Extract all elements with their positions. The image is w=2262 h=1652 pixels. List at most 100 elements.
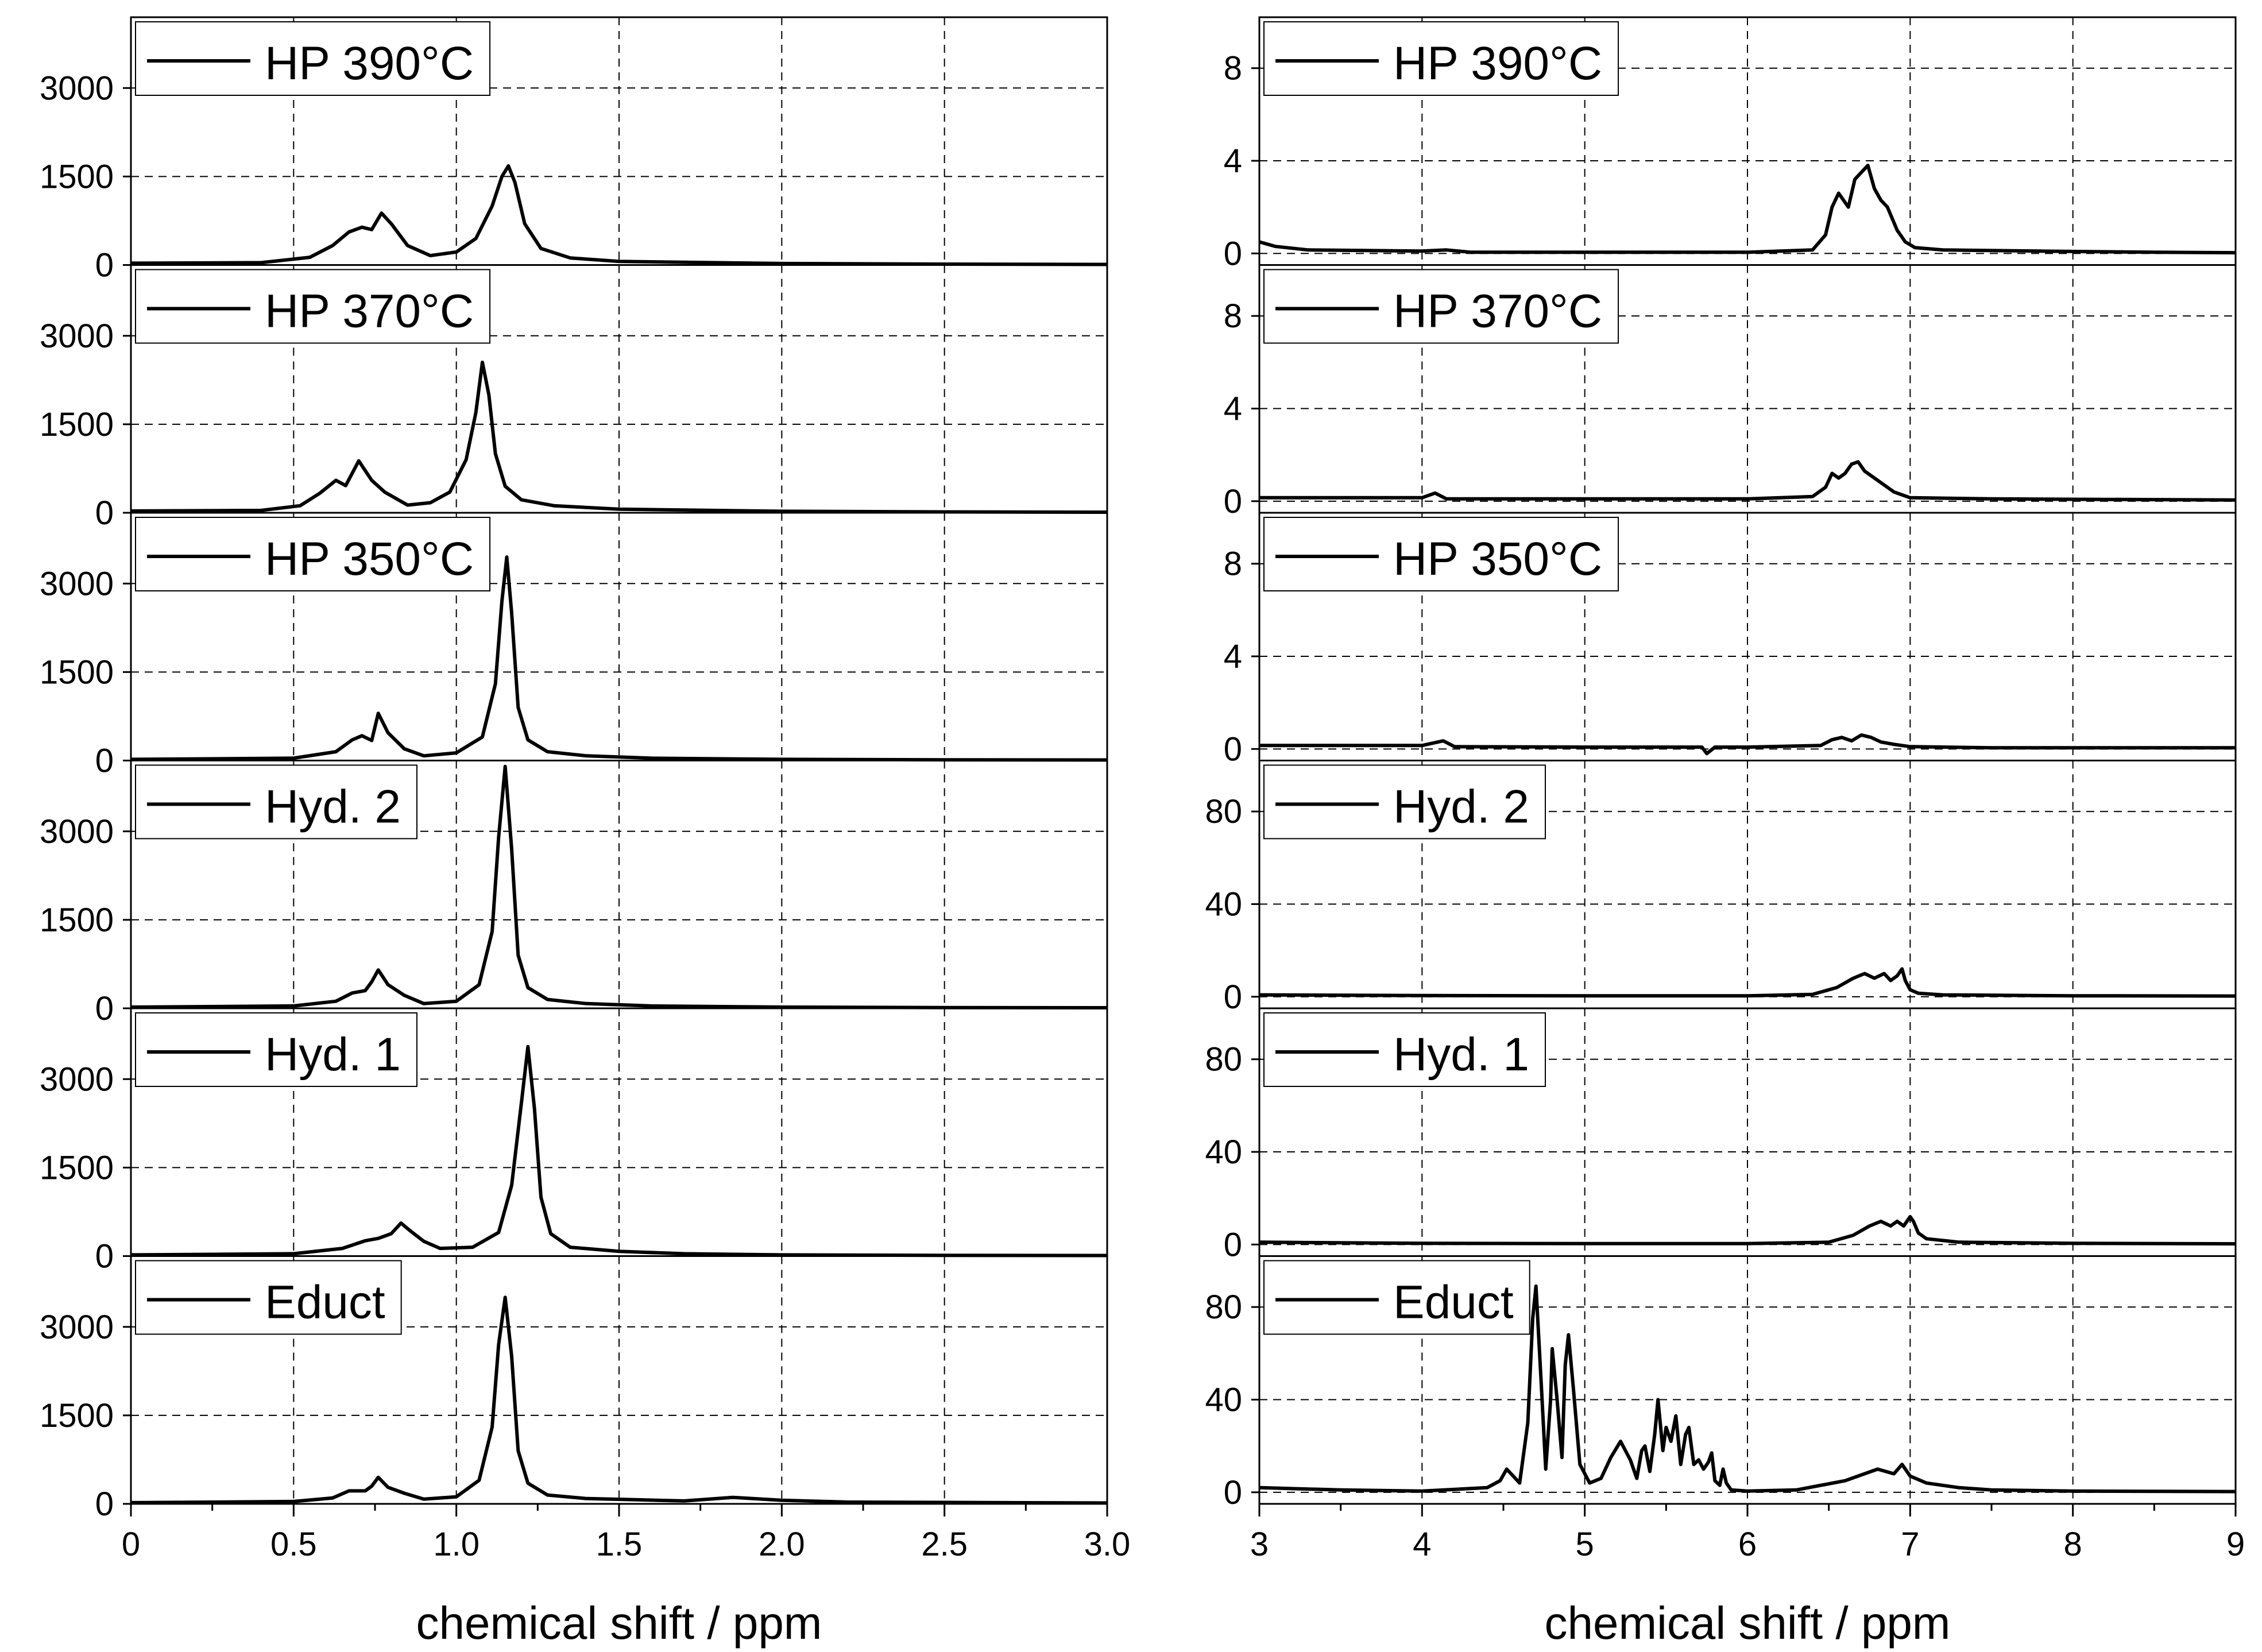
series-line — [1259, 733, 2236, 756]
panel-left-2: 0 1500 3000 HP 370°C — [40, 264, 1108, 532]
panel-left-4: 0 1500 3000 Hyd. 2 — [40, 760, 1108, 1027]
panel-right-1: 0 4 8 HP 390°C — [1224, 16, 2237, 272]
legend-label: Hyd. 1 — [265, 1028, 401, 1081]
y-tick-label: 0 — [95, 494, 114, 532]
x-tick-label: 1.5 — [596, 1526, 643, 1563]
y-tick-label: 1500 — [40, 406, 114, 443]
y-tick-label: 3000 — [40, 318, 114, 355]
panel-right-5: 0 40 80 Hyd. 1 — [1205, 1007, 2237, 1263]
chart-column-left: 0 1500 3000 HP 390°C 0 1500 3000 HP 370°C 0 1500 3… — [40, 16, 1131, 1649]
x-axis-title: chemical shift / ppm — [1545, 1597, 1951, 1649]
y-tick-label: 0 — [95, 1485, 114, 1523]
y-tick-label: 80 — [1205, 1289, 1242, 1326]
x-tick-label: 4 — [1413, 1526, 1431, 1563]
x-tick-label: 7 — [1901, 1526, 1919, 1563]
legend-box — [1263, 764, 1546, 839]
y-tick-label: 4 — [1224, 638, 1242, 675]
x-tick-label: 0 — [122, 1526, 140, 1563]
y-tick-label: 0 — [1224, 1226, 1242, 1263]
y-tick-label: 4 — [1224, 390, 1242, 428]
x-tick-label: 3.0 — [1084, 1526, 1131, 1563]
y-tick-label: 3000 — [40, 813, 114, 850]
legend-label: HP 370°C — [265, 285, 474, 338]
y-tick-label: 40 — [1205, 1133, 1242, 1171]
series-line — [1259, 164, 2236, 255]
legend-box — [135, 1012, 417, 1087]
legend-label: Hyd. 1 — [1393, 1028, 1529, 1081]
legend-label: HP 390°C — [1393, 37, 1602, 90]
series-line — [130, 164, 1108, 266]
x-tick-label: 0.5 — [270, 1526, 317, 1563]
y-tick-label: 80 — [1205, 1041, 1242, 1078]
x-tick-label: 2.0 — [759, 1526, 805, 1563]
legend-label: HP 370°C — [1393, 285, 1602, 338]
legend-label: HP 350°C — [1393, 533, 1602, 585]
legend-label: Hyd. 2 — [1393, 781, 1529, 833]
x-axis-title: chemical shift / ppm — [416, 1597, 822, 1649]
panel-right-6: 0 40 80 Educt — [1205, 1255, 2237, 1511]
y-tick-label: 1500 — [40, 1397, 114, 1434]
panel-right-2: 0 4 8 HP 370°C — [1224, 264, 2237, 520]
y-tick-label: 1500 — [40, 653, 114, 691]
x-tick-label: 6 — [1738, 1526, 1757, 1563]
panel-left-6: 0 1500 3000 Educt — [40, 1255, 1108, 1523]
legend-label: Hyd. 2 — [265, 781, 401, 833]
x-tick-label: 2.5 — [921, 1526, 968, 1563]
y-tick-label: 40 — [1205, 1382, 1242, 1419]
legend-box — [1263, 1260, 1530, 1335]
legend-box — [1263, 21, 1619, 96]
legend-box — [135, 764, 417, 839]
y-tick-label: 3000 — [40, 1061, 114, 1098]
y-tick-label: 0 — [95, 1238, 114, 1275]
panel-right-3: 0 4 8 HP 350°C — [1224, 512, 2237, 768]
series-line — [130, 764, 1108, 1009]
series-line — [1259, 967, 2236, 998]
legend-box — [1263, 269, 1619, 344]
series-line — [1259, 460, 2236, 502]
y-tick-label: 0 — [1224, 1474, 1242, 1511]
y-tick-label: 3000 — [40, 565, 114, 602]
y-tick-label: 8 — [1224, 545, 1242, 583]
legend-box — [135, 21, 491, 96]
legend-box — [135, 269, 491, 344]
legend-label: Educt — [265, 1276, 385, 1329]
legend-box — [1263, 517, 1619, 591]
y-tick-label: 8 — [1224, 297, 1242, 335]
series-line — [130, 361, 1108, 514]
legend-box — [1263, 1012, 1546, 1087]
y-tick-label: 3000 — [40, 69, 114, 107]
y-tick-label: 0 — [1224, 978, 1242, 1016]
y-tick-label: 0 — [95, 742, 114, 780]
y-tick-label: 0 — [95, 990, 114, 1027]
y-tick-label: 1500 — [40, 902, 114, 939]
legend-box — [135, 517, 491, 591]
y-tick-label: 1500 — [40, 1149, 114, 1186]
y-tick-label: 0 — [95, 247, 114, 284]
panel-right-4: 0 40 80 Hyd. 2 — [1205, 760, 2237, 1016]
series-line — [1259, 1214, 2236, 1246]
panel-left-5: 0 1500 3000 Hyd. 1 — [40, 1007, 1108, 1275]
x-tick-label: 9 — [2226, 1526, 2245, 1563]
x-tick-label: 8 — [2064, 1526, 2082, 1563]
series-line — [130, 555, 1108, 762]
legend-label: Educt — [1393, 1276, 1514, 1329]
x-tick-label: 5 — [1576, 1526, 1594, 1563]
legend-label: HP 390°C — [265, 37, 474, 90]
series-line — [130, 1044, 1108, 1258]
y-tick-label: 0 — [1224, 483, 1242, 520]
x-tick-label: 3 — [1250, 1526, 1269, 1563]
x-tick-label: 1.0 — [433, 1526, 480, 1563]
y-tick-label: 80 — [1205, 793, 1242, 830]
y-tick-label: 0 — [1224, 730, 1242, 768]
y-tick-label: 0 — [1224, 235, 1242, 272]
y-tick-label: 3000 — [40, 1309, 114, 1346]
legend-box — [135, 1260, 402, 1335]
y-tick-label: 4 — [1224, 142, 1242, 180]
panel-left-3: 0 1500 3000 HP 350°C — [40, 512, 1108, 780]
legend-label: HP 350°C — [265, 533, 474, 585]
y-tick-label: 40 — [1205, 886, 1242, 923]
y-tick-label: 8 — [1224, 50, 1242, 87]
series-line — [130, 1295, 1108, 1505]
